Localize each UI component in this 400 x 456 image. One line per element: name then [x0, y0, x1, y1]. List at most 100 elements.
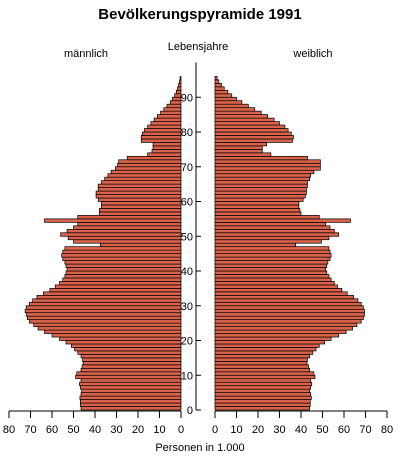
female-bar-age-41 — [214, 263, 328, 268]
female-bar-age-55 — [214, 215, 320, 220]
female-bar-age-35 — [214, 284, 338, 289]
male-bar-age-77 — [140, 138, 182, 143]
male-bar-age-2 — [80, 399, 182, 404]
male-bar-age-88 — [169, 100, 182, 105]
female-bar-age-68 — [214, 169, 315, 175]
female-bar-age-22 — [214, 329, 347, 334]
x-tick-label-left-50: 50 — [67, 424, 79, 436]
male-bar-age-79 — [141, 131, 182, 136]
female-bar-age-46 — [214, 246, 330, 251]
female-bar-age-60 — [214, 197, 304, 202]
x-tick-label-left-70: 70 — [24, 424, 36, 436]
male-bar-age-26 — [26, 315, 182, 320]
female-bar-age-93 — [214, 82, 222, 88]
male-bar-age-70 — [117, 162, 182, 168]
female-bar-age-83 — [214, 117, 275, 122]
age-tick-label-90: 90 — [181, 92, 193, 104]
male-bar-age-92 — [177, 86, 182, 91]
female-bar-age-15 — [214, 354, 310, 359]
female-bar-age-23 — [214, 326, 353, 331]
male-bar-age-63 — [97, 187, 182, 192]
female-bar-age-13 — [214, 361, 308, 366]
female-bar-age-77 — [214, 138, 293, 143]
male-bar-age-49 — [67, 235, 182, 241]
male-bar-age-13 — [82, 361, 182, 366]
female-bar-age-34 — [214, 288, 343, 293]
male-bar-age-15 — [80, 354, 182, 359]
female-bar-age-49 — [214, 235, 330, 241]
male-bar-age-69 — [115, 166, 182, 171]
female-bar-age-40 — [214, 267, 327, 272]
series-label-male: männlich — [64, 48, 108, 60]
female-bar-age-73 — [214, 152, 272, 157]
female-bar-age-76 — [214, 142, 267, 147]
female-bar-age-4 — [214, 392, 312, 397]
female-bar-age-5 — [214, 388, 310, 393]
male-bar-age-78 — [140, 135, 182, 140]
female-bar-age-0 — [214, 406, 310, 411]
female-bar-age-20 — [214, 336, 332, 341]
female-bar-age-67 — [214, 173, 312, 178]
male-bar-age-21 — [51, 333, 182, 338]
female-bar-age-24 — [214, 322, 358, 327]
female-bar-age-11 — [214, 367, 310, 373]
female-bar-age-70 — [214, 162, 321, 168]
age-tick-label-80: 80 — [181, 127, 193, 139]
male-bar-age-25 — [29, 319, 182, 324]
female-bar-age-32 — [214, 294, 355, 300]
male-bar-age-57 — [98, 208, 182, 213]
female-bar-age-84 — [214, 114, 269, 119]
chart-title: Bevölkerungspyramide 1991 — [98, 6, 301, 23]
male-bar-age-75 — [152, 145, 182, 150]
female-bar-age-28 — [214, 308, 365, 314]
female-bar-age-8 — [214, 378, 312, 383]
female-bar-age-39 — [214, 270, 328, 275]
male-bar-age-36 — [59, 281, 182, 286]
series-label-female: weiblich — [292, 48, 332, 60]
age-tick-label-70: 70 — [181, 162, 193, 174]
female-bar-age-16 — [214, 350, 314, 355]
female-bar-age-89 — [214, 96, 237, 102]
male-bar-age-23 — [37, 326, 182, 331]
female-bar-age-26 — [214, 315, 364, 320]
x-tick-label-left-20: 20 — [132, 424, 144, 436]
x-tick-label-left-60: 60 — [46, 424, 58, 436]
male-bar-age-47 — [100, 242, 182, 248]
age-tick-label-60: 60 — [181, 197, 193, 209]
male-bar-age-44 — [61, 253, 182, 258]
male-bar-age-33 — [43, 291, 182, 296]
female-bar-age-92 — [214, 86, 225, 91]
x-tick-label-left-80: 80 — [3, 424, 15, 436]
male-bar-age-3 — [79, 395, 182, 400]
female-bar-age-21 — [214, 333, 339, 338]
female-bar-age-72 — [214, 155, 308, 161]
female-bar-age-66 — [214, 176, 310, 182]
female-bar-age-86 — [214, 107, 256, 112]
female-bars — [214, 76, 365, 411]
male-bar-age-71 — [118, 159, 182, 164]
male-bar-age-76 — [152, 142, 182, 147]
male-bar-age-42 — [64, 260, 182, 265]
male-bar-age-37 — [62, 277, 182, 282]
male-bar-age-80 — [144, 128, 182, 133]
x-axis-label: Personen in 1.000 — [155, 442, 244, 454]
female-bar-age-17 — [214, 347, 317, 352]
axes: 0 10 20 30 40 50 60 70 80 90 80 80 70 70 60 60 50 50 40 40 3… — [3, 62, 393, 436]
female-bar-age-3 — [214, 395, 312, 400]
female-bar-age-69 — [214, 166, 321, 171]
female-bar-age-59 — [214, 201, 300, 206]
male-bar-age-6 — [80, 385, 182, 390]
male-bar-age-28 — [24, 308, 182, 314]
male-bar-age-41 — [65, 263, 182, 268]
age-tick-label-10: 10 — [181, 370, 193, 382]
female-bar-age-36 — [214, 281, 335, 286]
female-bar-age-58 — [214, 204, 300, 209]
male-bar-age-50 — [60, 232, 182, 237]
female-bar-age-81 — [214, 124, 286, 129]
male-bar-age-17 — [74, 347, 182, 352]
female-bar-age-37 — [214, 277, 332, 282]
male-bar-age-30 — [29, 301, 182, 307]
female-bar-age-12 — [214, 364, 309, 369]
male-bar-age-58 — [101, 204, 182, 209]
female-bar-age-18 — [214, 343, 320, 348]
